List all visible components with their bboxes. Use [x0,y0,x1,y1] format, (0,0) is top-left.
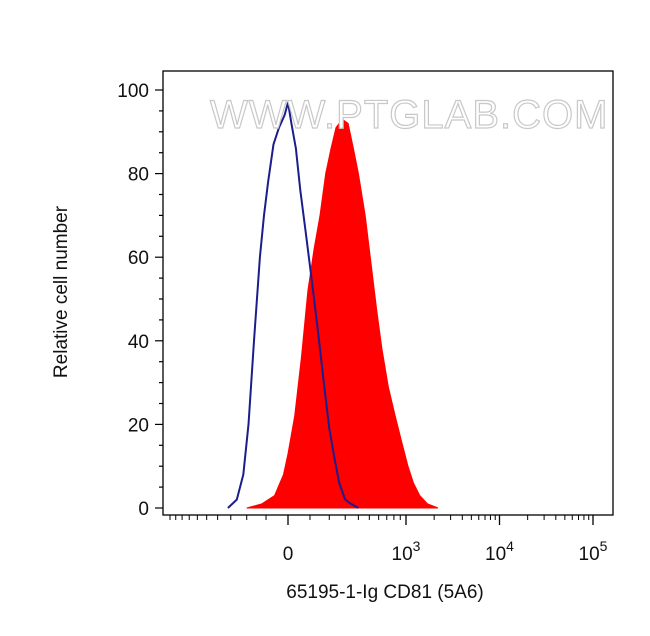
y-tick-label: 20 [128,415,149,436]
x-tick-label: 105 [579,538,608,565]
plot-frame [162,70,614,516]
x-axis-label: 65195-1-Ig CD81 (5A6) [286,582,484,603]
x-tick-label: 0 [283,544,294,565]
y-tick-label: 40 [128,332,149,353]
sample-histogram-area [246,118,439,509]
y-axis-label: Relative cell number [51,205,72,378]
y-tick-label: 0 [138,499,149,520]
plot-area [227,101,439,509]
y-tick-label: 80 [128,165,149,186]
x-tick-label: 104 [485,538,514,565]
y-tick-label: 60 [128,248,149,269]
y-axis: 0 20 40 60 80 100 [117,81,163,520]
x-tick-label: 103 [392,538,421,565]
control-histogram-line [227,101,359,509]
x-axis: 0 103 104 105 [169,515,608,565]
y-tick-label: 100 [117,81,149,102]
watermark: WWW.PTGLAB.COM [210,93,608,137]
